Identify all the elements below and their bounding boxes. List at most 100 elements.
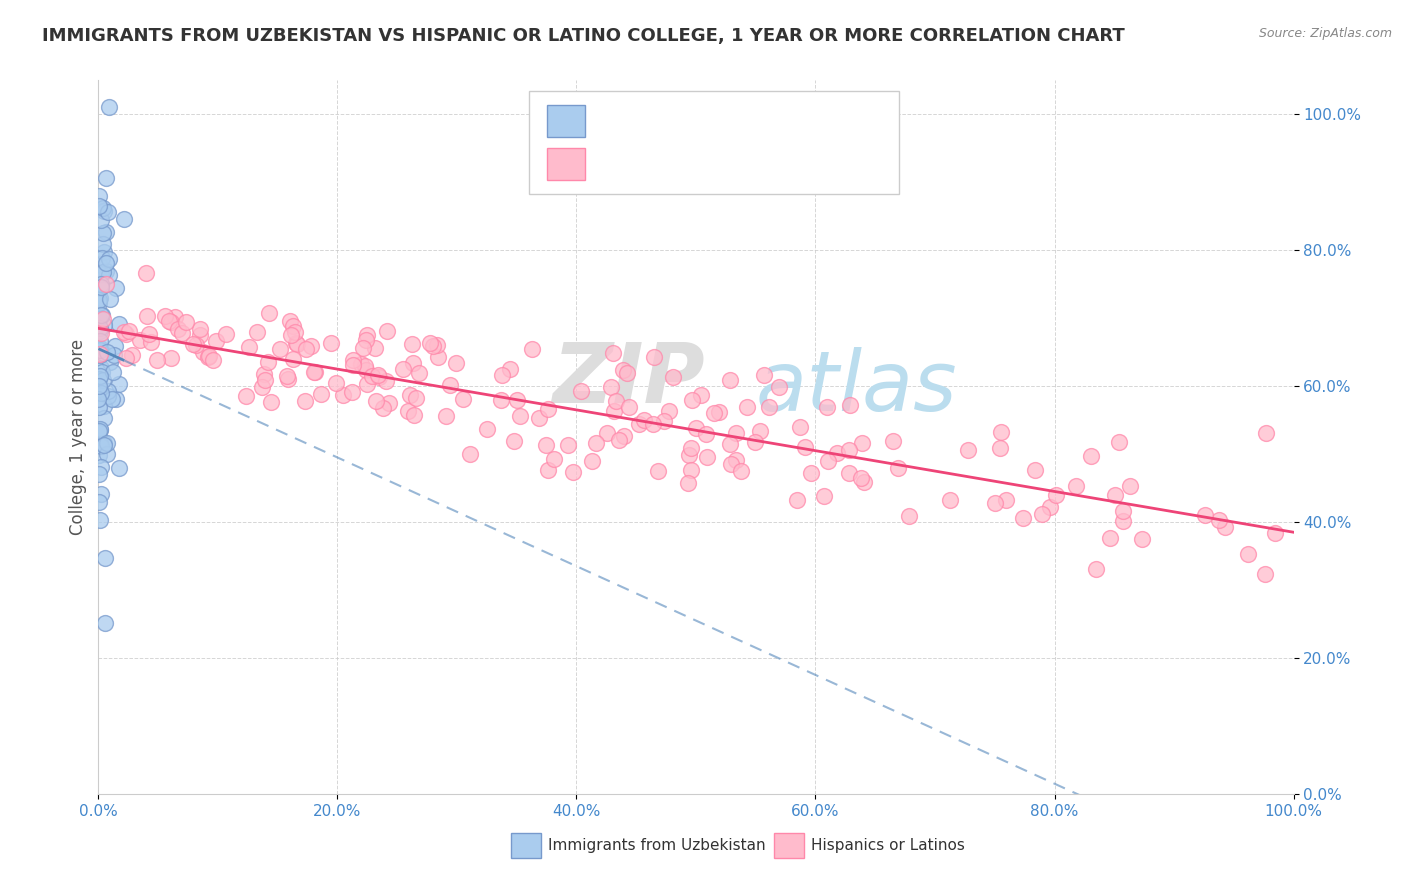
Point xyxy=(356,328,378,343)
Point xyxy=(103,348,125,362)
Point xyxy=(849,471,872,485)
Point xyxy=(557,438,579,452)
Point xyxy=(681,393,703,408)
Point xyxy=(725,425,748,440)
Point xyxy=(360,368,382,383)
Point xyxy=(90,487,112,501)
Point xyxy=(89,368,111,383)
Point xyxy=(89,341,111,355)
Point xyxy=(280,328,302,343)
Point xyxy=(91,237,114,252)
FancyBboxPatch shape xyxy=(547,148,585,180)
Point xyxy=(100,355,122,369)
Point xyxy=(342,352,364,367)
Point xyxy=(89,513,111,527)
Point xyxy=(108,460,131,475)
Point xyxy=(1112,504,1135,518)
Point xyxy=(94,264,117,278)
Point xyxy=(112,211,135,226)
Point xyxy=(1111,514,1133,528)
Point xyxy=(789,420,811,434)
Point xyxy=(838,466,860,480)
Point xyxy=(758,400,780,414)
Point xyxy=(735,400,758,414)
Point xyxy=(506,392,529,407)
Point xyxy=(277,372,299,386)
Point xyxy=(695,426,717,441)
Point xyxy=(641,417,664,431)
Point xyxy=(166,322,188,336)
Point xyxy=(260,395,283,409)
Point xyxy=(939,493,962,508)
Point xyxy=(402,356,425,370)
Point xyxy=(354,359,377,374)
Point xyxy=(94,615,117,630)
Point xyxy=(238,340,260,354)
Point xyxy=(643,351,665,365)
Point xyxy=(602,346,624,360)
Point xyxy=(257,306,280,320)
Point xyxy=(202,353,225,368)
Point xyxy=(499,362,522,376)
Point xyxy=(97,252,120,267)
Point xyxy=(408,366,430,380)
Point xyxy=(1130,533,1153,547)
Point xyxy=(363,341,385,355)
Point xyxy=(87,189,110,203)
FancyBboxPatch shape xyxy=(529,91,900,194)
Point xyxy=(145,353,167,368)
Point xyxy=(990,425,1012,439)
Point xyxy=(105,281,128,295)
Point xyxy=(1208,513,1230,527)
Point xyxy=(89,349,111,363)
Point xyxy=(101,365,124,379)
Text: atlas: atlas xyxy=(756,347,957,427)
Point xyxy=(813,489,835,503)
Point xyxy=(97,268,120,283)
Point xyxy=(311,387,333,401)
Point xyxy=(253,367,276,381)
Point xyxy=(91,373,114,387)
Point xyxy=(652,414,675,428)
Point xyxy=(1254,566,1277,581)
Point xyxy=(96,447,118,461)
Point xyxy=(378,396,401,410)
Point xyxy=(679,463,702,477)
Point xyxy=(205,334,228,348)
Point xyxy=(135,309,157,323)
Point xyxy=(596,425,619,440)
Point xyxy=(373,401,395,415)
Point xyxy=(89,467,111,481)
Point xyxy=(825,446,848,460)
Point xyxy=(1084,562,1107,576)
Point xyxy=(281,352,304,367)
Point xyxy=(561,466,583,480)
Point xyxy=(527,410,550,425)
Point xyxy=(396,403,419,417)
Point xyxy=(87,293,110,308)
Point xyxy=(269,343,291,357)
Point xyxy=(1031,507,1053,521)
Point xyxy=(285,337,308,351)
Point xyxy=(89,422,111,436)
Point xyxy=(90,460,112,475)
Point xyxy=(253,373,276,387)
Point xyxy=(93,435,115,450)
Point xyxy=(536,463,558,477)
Point xyxy=(89,436,111,450)
Point xyxy=(662,369,685,384)
Point xyxy=(887,461,910,475)
Point xyxy=(1237,547,1260,561)
Point xyxy=(257,355,280,369)
Text: Immigrants from Uzbekistan: Immigrants from Uzbekistan xyxy=(548,838,765,853)
Point xyxy=(90,439,112,453)
Point xyxy=(444,356,467,370)
Point xyxy=(815,401,838,415)
Point xyxy=(235,389,257,403)
Point xyxy=(87,310,110,324)
Text: ZIP: ZIP xyxy=(553,340,706,420)
Point xyxy=(90,308,112,322)
Point xyxy=(89,334,111,349)
Point xyxy=(720,457,742,471)
Point xyxy=(678,448,700,462)
